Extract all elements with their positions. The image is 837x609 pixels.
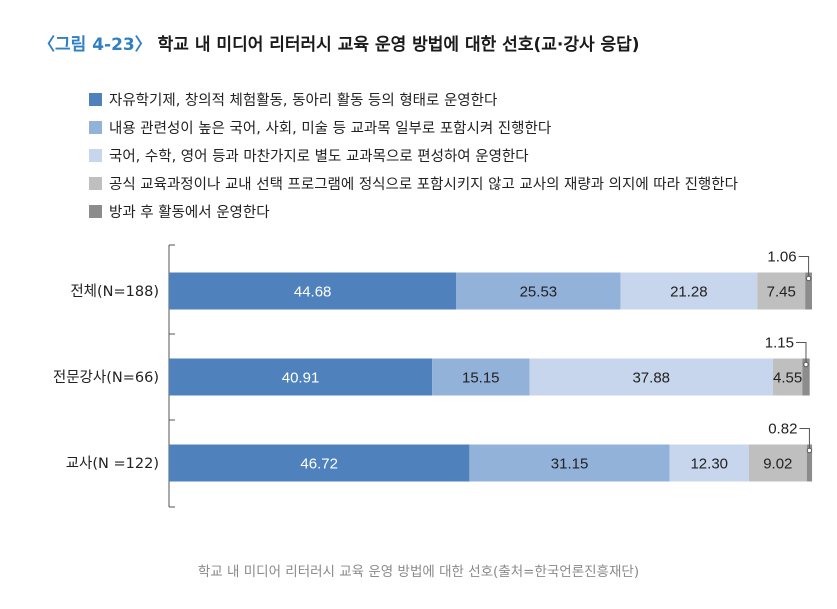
callout-line bbox=[799, 428, 810, 451]
bar-segment bbox=[169, 272, 457, 310]
data-label: 40.91 bbox=[282, 370, 320, 387]
data-label: 4.55 bbox=[773, 370, 802, 387]
source-note: 학교 내 미디어 리터러시 교육 운영 방법에 대한 선호(출처=한국언론진흥재… bbox=[197, 564, 640, 580]
legend-label: 방과 후 활동에서 운영한다 bbox=[109, 204, 270, 221]
callout-line bbox=[798, 256, 810, 279]
legend-item: 내용 관련성이 높은 국어, 사회, 미술 등 교과목 일부로 포함시켜 진행한… bbox=[89, 113, 738, 141]
data-label: 37.88 bbox=[632, 370, 670, 387]
legend-swatch bbox=[89, 92, 102, 106]
category-label: 전문강사(N=66) bbox=[53, 369, 159, 386]
legend-item: 국어, 수학, 영어 등과 마찬가지로 별도 교과목으로 편성하여 운영한다 bbox=[89, 141, 738, 169]
callout-dot bbox=[803, 361, 809, 368]
data-label: 9.02 bbox=[763, 456, 792, 473]
legend-label: 공식 교육과정이나 교내 선택 프로그램에 정식으로 포함시키지 않고 교사의 … bbox=[109, 176, 738, 193]
bar-segment bbox=[806, 444, 813, 482]
legend-label: 내용 관련성이 높은 국어, 사회, 미술 등 교과목 일부로 포함시켜 진행한… bbox=[109, 120, 552, 137]
bar-segment bbox=[757, 272, 806, 310]
data-label: 12.30 bbox=[690, 456, 728, 473]
bar-segment bbox=[169, 358, 433, 396]
callout-dot bbox=[805, 275, 812, 282]
callout-dot bbox=[806, 447, 813, 454]
legend-swatch bbox=[89, 204, 102, 218]
bar-segment bbox=[169, 444, 470, 482]
data-label: 1.06 bbox=[767, 249, 796, 266]
legend-label: 자유학기제, 창의적 체험활동, 동아리 활동 등의 형태로 운영한다 bbox=[109, 92, 498, 109]
data-label: 7.45 bbox=[767, 284, 796, 301]
bar-segment bbox=[456, 272, 621, 310]
chart-title: 〈그림 4-23〉 학교 내 미디어 리터러시 교육 운영 방법에 대한 선호(… bbox=[38, 30, 640, 55]
title-text: 학교 내 미디어 리터러시 교육 운영 방법에 대한 선호(교·강사 응답) bbox=[157, 35, 640, 55]
legend-label: 국어, 수학, 영어 등과 마찬가지로 별도 교과목으로 편성하여 운영한다 bbox=[109, 148, 529, 165]
bar-segment bbox=[432, 358, 530, 396]
figure-number: 〈그림 4-23〉 bbox=[38, 35, 152, 55]
bar-segment bbox=[805, 272, 812, 310]
data-label: 21.28 bbox=[670, 284, 708, 301]
bar-segment bbox=[620, 272, 758, 310]
callout-line bbox=[795, 342, 807, 365]
data-label: 15.15 bbox=[462, 370, 500, 387]
bar-segment bbox=[802, 358, 810, 396]
legend-swatch bbox=[89, 120, 102, 134]
bar-segment bbox=[469, 444, 670, 482]
data-label: 31.15 bbox=[551, 456, 589, 473]
bar-segment bbox=[773, 358, 803, 396]
bar-segment bbox=[529, 358, 774, 396]
data-label: 1.15 bbox=[765, 335, 794, 352]
legend-item: 방과 후 활동에서 운영한다 bbox=[89, 197, 738, 225]
data-label: 46.72 bbox=[300, 456, 338, 473]
legend-swatch bbox=[89, 176, 102, 190]
bar-segment bbox=[748, 444, 807, 482]
data-label: 0.82 bbox=[768, 421, 797, 438]
legend-item: 자유학기제, 창의적 체험활동, 동아리 활동 등의 형태로 운영한다 bbox=[89, 85, 738, 113]
data-label: 25.53 bbox=[520, 284, 558, 301]
legend-item: 공식 교육과정이나 교내 선택 프로그램에 정식으로 포함시키지 않고 교사의 … bbox=[89, 169, 738, 197]
category-label: 전체(N=188) bbox=[70, 283, 159, 300]
category-label: 교사(N =122) bbox=[66, 455, 159, 472]
data-label: 44.68 bbox=[294, 284, 332, 301]
legend-swatch bbox=[89, 148, 102, 162]
bar-segment bbox=[669, 444, 749, 482]
